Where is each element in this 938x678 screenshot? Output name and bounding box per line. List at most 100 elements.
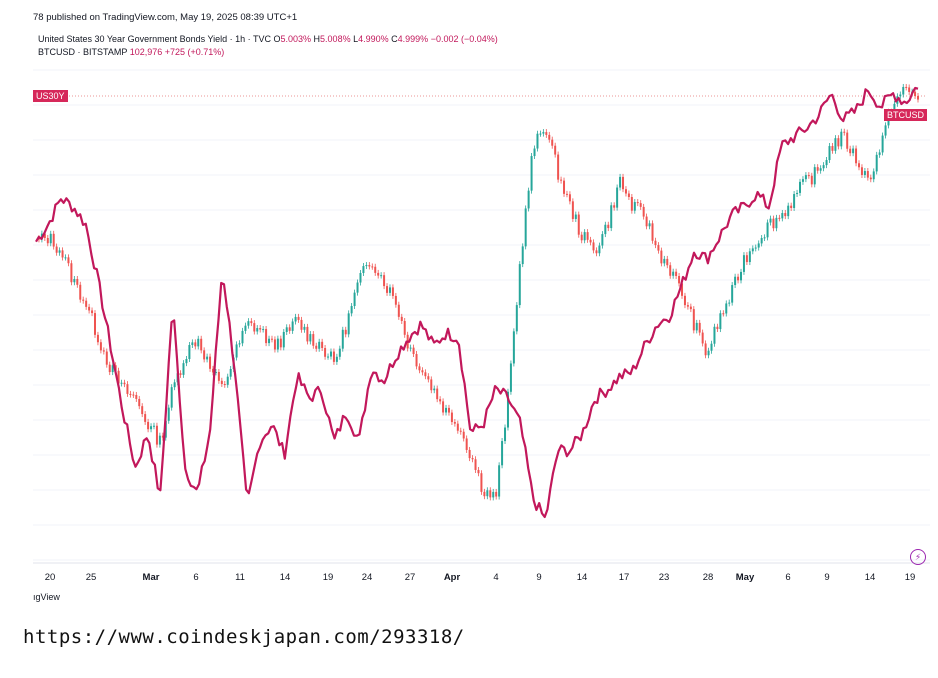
btc-candle <box>648 223 651 227</box>
btc-candle <box>415 354 418 367</box>
btc-candle <box>111 365 114 373</box>
btc-candle <box>377 272 380 276</box>
btc-candle <box>760 238 763 244</box>
x-tick-label: 27 <box>405 572 416 583</box>
btc-candle <box>312 334 315 346</box>
btc-candle <box>716 326 719 330</box>
btc-candle <box>365 265 368 267</box>
btc-candle <box>318 341 321 349</box>
btc-candle <box>728 302 731 304</box>
btc-candle <box>188 345 191 360</box>
x-tick-label: 14 <box>577 572 588 583</box>
btc-candle <box>527 190 530 209</box>
x-tick-label: 20 <box>45 572 56 583</box>
btc-candle <box>787 205 790 217</box>
btc-candle <box>869 177 872 180</box>
published-note: 78 published on TradingView.com, May 19,… <box>33 12 298 23</box>
btcusd-series <box>37 83 919 501</box>
btc-candle <box>347 313 350 335</box>
btc-candle <box>837 138 840 147</box>
x-tick-label: 24 <box>362 572 373 583</box>
x-tick-label: 9 <box>824 572 829 583</box>
btc-candle <box>568 194 571 202</box>
btc-candle <box>380 275 383 277</box>
x-tick-label: Apr <box>444 572 461 583</box>
btc-candle <box>902 86 905 95</box>
btc-candle <box>731 285 734 303</box>
x-tick-label: 11 <box>235 572 245 583</box>
btc-candle <box>619 176 622 188</box>
btc-candle <box>501 441 504 466</box>
btc-candle <box>197 338 200 347</box>
btc-candle <box>141 406 144 415</box>
btc-candle <box>144 414 147 422</box>
btc-candle <box>211 368 214 373</box>
btc-candle <box>288 327 291 331</box>
btc-candle <box>105 351 108 365</box>
btc-candle <box>498 465 501 497</box>
x-tick-label: 19 <box>905 572 916 583</box>
btc-candle <box>666 258 669 266</box>
btc-candle <box>273 339 276 350</box>
btc-candle <box>796 192 799 195</box>
legend-row-btcusd: BTCUSD · BITSTAMP 102,976 +725 (+0.71%) <box>38 46 498 59</box>
btc-candle <box>315 345 318 349</box>
btc-candle <box>781 213 784 219</box>
btc-candle <box>745 255 748 263</box>
btc-candle <box>704 343 707 356</box>
legend-c-value: 4.999% <box>397 34 429 44</box>
btc-candle <box>858 163 861 168</box>
price-chart[interactable]: 20 25 Mar 6 11 14 19 24 27 Apr 4 9 14 17 23 28 May 6 9 14 19 <box>0 0 938 600</box>
btc-candle <box>259 328 262 330</box>
btc-candle <box>394 295 397 305</box>
btc-candle <box>403 320 406 335</box>
btc-candle <box>843 131 846 133</box>
btc-candle <box>427 376 430 380</box>
btc-candle <box>386 286 389 293</box>
btc-candle <box>397 304 400 317</box>
btc-candle <box>686 305 689 307</box>
btc-candle <box>822 165 825 169</box>
btc-candle <box>672 271 675 276</box>
x-tick-label: 23 <box>659 572 670 583</box>
source-url[interactable]: https://www.coindeskjapan.com/293318/ <box>23 626 465 648</box>
btc-candle <box>754 247 757 249</box>
legend-c-label: C <box>391 34 398 44</box>
btc-candle <box>583 232 586 241</box>
btc-candle <box>344 329 347 335</box>
btc-candle <box>722 313 725 315</box>
btc-candle <box>147 421 150 430</box>
lightning-icon[interactable]: ⚡ <box>910 549 926 565</box>
btc-candle <box>179 373 182 375</box>
btc-candle <box>132 394 135 396</box>
btc-candle <box>545 132 548 135</box>
btc-candle <box>138 398 141 407</box>
btc-candle <box>161 435 164 438</box>
btc-candle <box>565 193 568 195</box>
btc-candle <box>840 131 843 147</box>
btc-candle <box>76 278 79 285</box>
btc-candle <box>459 430 462 432</box>
btc-candle <box>262 329 265 331</box>
btc-candle <box>834 138 837 151</box>
btc-candle <box>610 205 613 229</box>
btc-candle <box>220 380 223 384</box>
btc-candle <box>551 139 554 146</box>
btc-candle <box>341 329 344 349</box>
btc-candle <box>203 350 206 360</box>
btc-candle <box>265 329 268 344</box>
btc-candle <box>642 206 645 217</box>
legend-h-value: 5.008% <box>320 34 351 44</box>
btc-candle <box>79 284 82 300</box>
btc-candle <box>601 234 604 246</box>
btc-candle <box>852 148 855 154</box>
x-tick-label: 14 <box>280 572 291 583</box>
btc-candle <box>563 180 566 194</box>
btc-candle <box>509 363 512 392</box>
btc-candle <box>524 208 527 247</box>
btc-candle <box>598 245 601 254</box>
btc-candle <box>651 223 654 241</box>
btc-candle <box>324 348 327 357</box>
btc-candle <box>477 469 480 474</box>
btc-candle <box>332 351 335 362</box>
